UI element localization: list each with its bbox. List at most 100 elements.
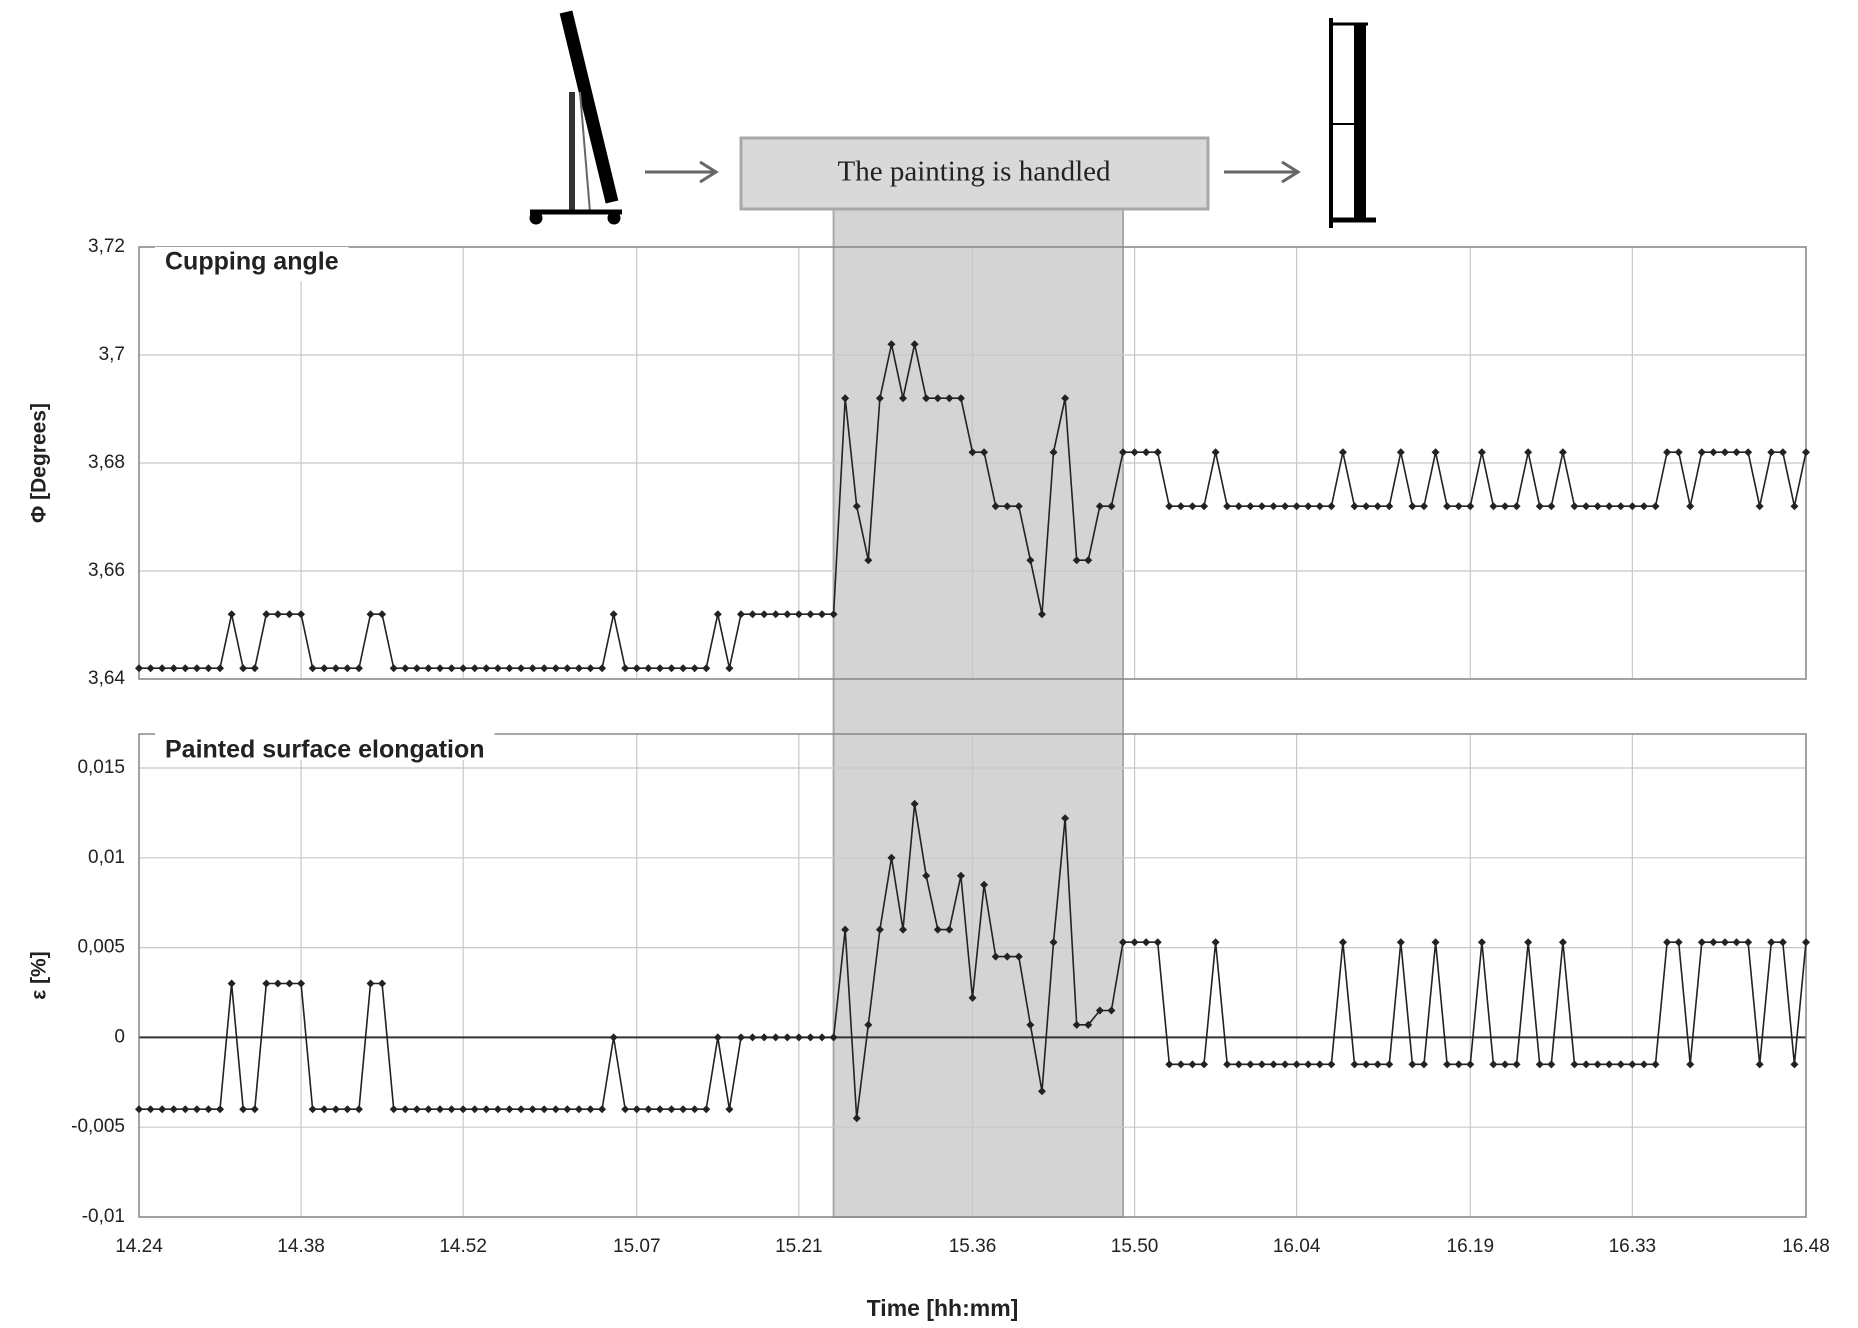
data-point [1547, 502, 1556, 511]
data-point [563, 664, 572, 673]
data-point [1072, 556, 1081, 565]
data-point [1570, 502, 1579, 511]
data-point [505, 1105, 514, 1114]
data-point [1385, 1060, 1394, 1069]
x-axis-label: Time [hh:mm] [867, 1295, 1019, 1321]
data-point [192, 664, 201, 673]
data-point [331, 1105, 340, 1114]
y-tick-label: -0,005 [71, 1116, 125, 1137]
data-point [702, 664, 711, 673]
x-tick-label: 14.52 [439, 1236, 487, 1257]
data-point [852, 502, 861, 511]
data-point [899, 925, 908, 934]
data-point [308, 1105, 317, 1114]
y-tick-label: 0,015 [77, 757, 125, 778]
data-point [1558, 938, 1567, 947]
panel: -0,01 -0,005 0 0,005 0,01 0,015 Painted surfac… [28, 722, 1830, 1321]
y-tick-label: 0,01 [88, 847, 125, 868]
data-point [1130, 448, 1139, 457]
data-point [135, 664, 143, 673]
data-point [806, 610, 815, 619]
data-point [864, 556, 873, 565]
data-point [910, 799, 919, 808]
data-point [297, 610, 306, 619]
data-point [713, 1033, 722, 1042]
arrow [1224, 160, 1301, 184]
data-point [1767, 938, 1776, 947]
data-point [1234, 1060, 1243, 1069]
data-point [366, 610, 375, 619]
data-point [1061, 814, 1070, 823]
data-point [354, 664, 363, 673]
data-point [216, 664, 225, 673]
data-point [1188, 502, 1197, 511]
data-point [424, 664, 433, 673]
data-point [632, 1105, 641, 1114]
y-tick-label: 3,7 [99, 344, 125, 365]
data-point [1107, 1006, 1116, 1015]
data-point [250, 664, 259, 673]
data-point [1281, 502, 1290, 511]
data-point [1802, 938, 1810, 947]
data-point [1269, 1060, 1278, 1069]
data-point [1003, 952, 1012, 961]
data-point [1026, 556, 1035, 565]
data-point [1535, 502, 1544, 511]
data-point [806, 1033, 815, 1042]
data-point [586, 664, 595, 673]
data-point [980, 448, 989, 457]
data-point [1107, 502, 1116, 511]
plot-frame [138, 246, 1807, 680]
data-point [389, 664, 398, 673]
data-point [1362, 1060, 1371, 1069]
x-tick-label: 14.38 [277, 1236, 325, 1257]
data-point [146, 1105, 155, 1114]
data-point [1755, 502, 1764, 511]
data-point [227, 610, 236, 619]
data-point [308, 664, 317, 673]
data-point [887, 853, 896, 862]
data-point [227, 979, 236, 988]
data-point [1501, 1060, 1510, 1069]
data-point [1477, 448, 1486, 457]
data-point [1211, 448, 1220, 457]
data-point [945, 925, 954, 934]
data-point [574, 664, 583, 673]
data-point [1686, 502, 1695, 511]
data-point [424, 1105, 433, 1114]
data-point [1732, 448, 1741, 457]
data-point [1014, 952, 1023, 961]
data-point [1338, 448, 1347, 457]
data-point [563, 1105, 572, 1114]
upright-frame-icon [1329, 18, 1376, 228]
data-point [517, 1105, 526, 1114]
data-point [1350, 502, 1359, 511]
data-point [239, 1105, 248, 1114]
data-point [1304, 1060, 1313, 1069]
data-point [609, 610, 618, 619]
data-point [598, 664, 607, 673]
data-point [1431, 448, 1440, 457]
data-point [956, 394, 965, 403]
data-point [1744, 938, 1753, 947]
data-point [632, 664, 641, 673]
data-point [285, 610, 294, 619]
data-point [401, 1105, 410, 1114]
x-tick-label: 14.24 [115, 1236, 163, 1257]
data-point [540, 664, 549, 673]
data-point [1003, 502, 1012, 511]
data-point [1524, 448, 1533, 457]
data-point [1211, 938, 1220, 947]
data-point [1234, 502, 1243, 511]
data-point [771, 1033, 780, 1042]
data-point [343, 1105, 352, 1114]
data-point [1176, 502, 1185, 511]
data-point [273, 979, 282, 988]
data-point [493, 664, 502, 673]
data-point [1524, 938, 1533, 947]
data-point [158, 664, 167, 673]
data-point [736, 1033, 745, 1042]
data-point [482, 664, 491, 673]
data-point [644, 1105, 653, 1114]
data-point [1200, 1060, 1209, 1069]
